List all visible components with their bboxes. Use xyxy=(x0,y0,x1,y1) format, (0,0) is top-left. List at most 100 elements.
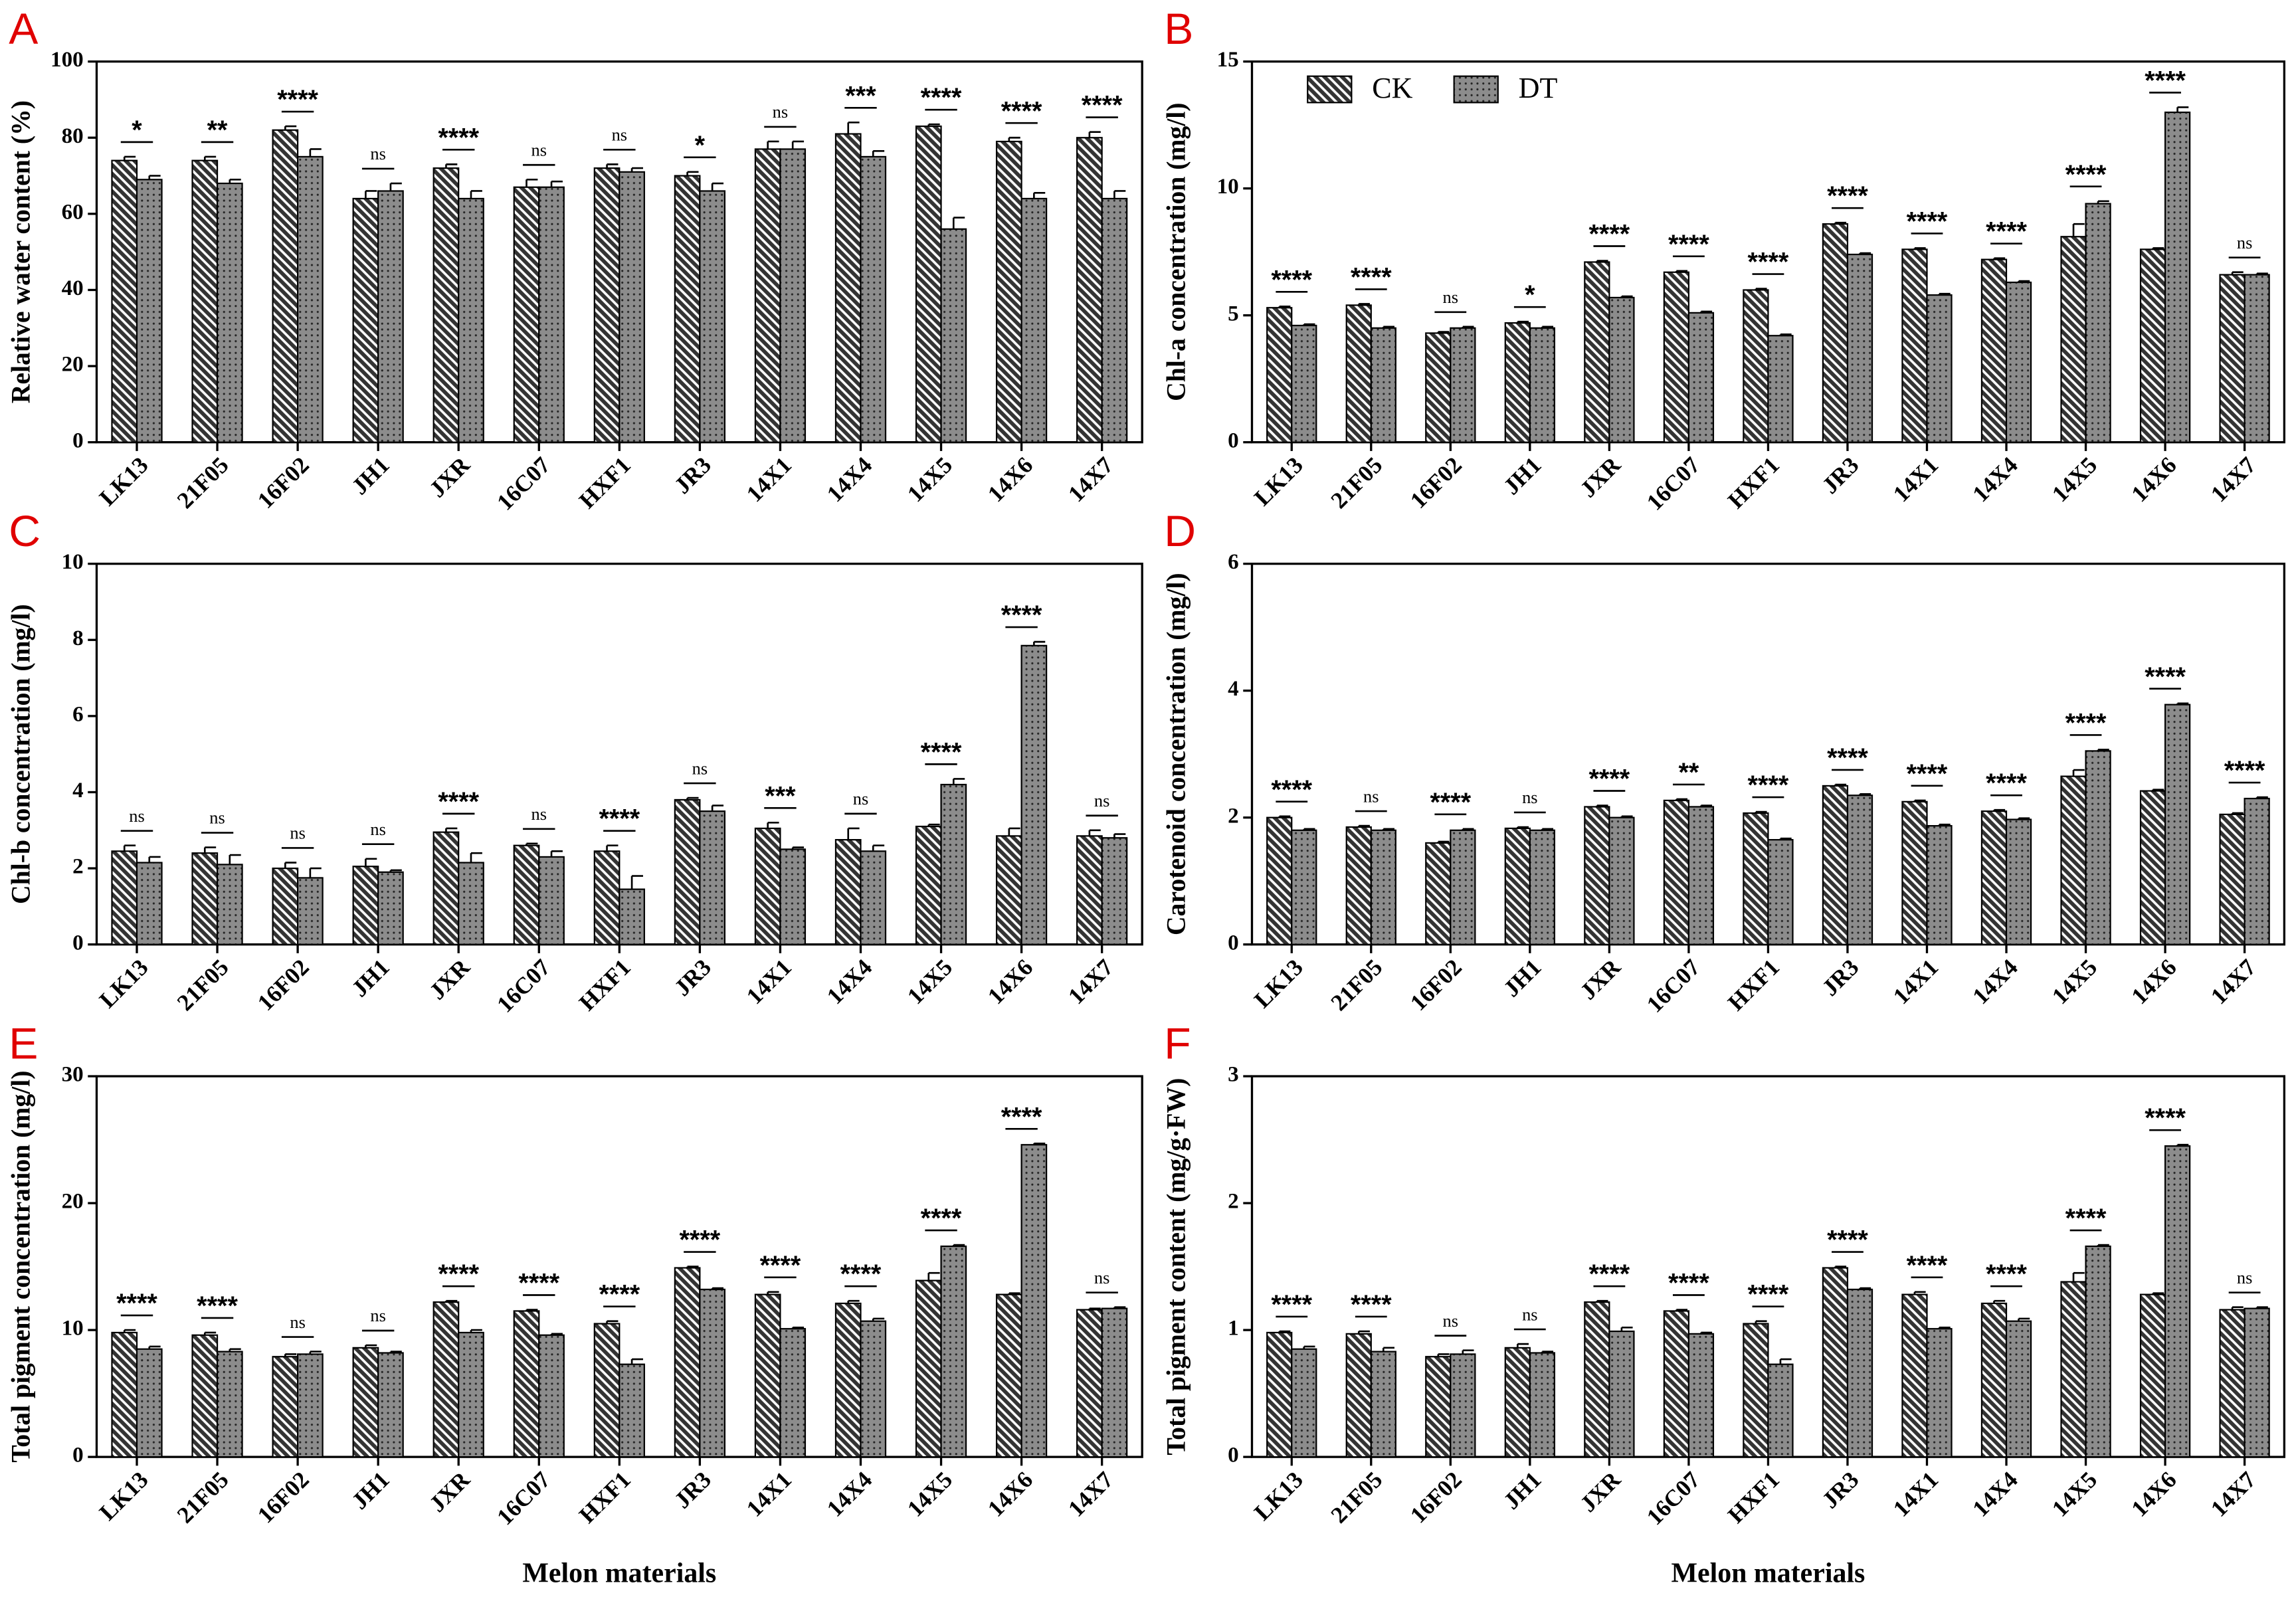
bar xyxy=(1846,795,1873,945)
bar xyxy=(1266,307,1293,443)
error-bar xyxy=(203,155,217,161)
x-tick-label: LK13 xyxy=(94,452,153,511)
error-bar xyxy=(1357,824,1370,828)
y-tick-label: 0 xyxy=(1228,931,1239,955)
bar xyxy=(1822,1267,1849,1458)
bar xyxy=(1767,839,1794,945)
bar xyxy=(352,197,379,443)
error-bar xyxy=(365,858,377,867)
x-tick-label: 14X5 xyxy=(2047,954,2102,1009)
bar xyxy=(216,182,243,443)
bar xyxy=(674,799,701,945)
bar xyxy=(1926,1328,1953,1458)
bar xyxy=(834,133,862,443)
bar xyxy=(940,1245,967,1458)
significance-label: ns xyxy=(290,823,306,843)
error-bar xyxy=(2176,1143,2189,1147)
bar xyxy=(1020,197,1048,443)
x-tick-label: 16C07 xyxy=(1642,954,1705,1017)
error-bar xyxy=(606,844,619,852)
significance-label: **** xyxy=(1001,1102,1042,1131)
error-bar xyxy=(686,797,699,800)
y-axis-title: Relative water content (%) xyxy=(6,100,35,403)
bar xyxy=(272,129,299,443)
error-bar xyxy=(791,1326,805,1329)
significance-label: ns xyxy=(692,758,708,778)
x-tick-label: JXR xyxy=(425,1466,475,1517)
bar xyxy=(2219,813,2246,945)
x-tick-label: 16C07 xyxy=(1642,452,1705,515)
bar xyxy=(593,167,621,443)
error-bar xyxy=(526,178,538,187)
bar xyxy=(1687,1333,1715,1458)
bar xyxy=(1020,1144,1048,1458)
bar xyxy=(2244,274,2270,443)
bar xyxy=(619,1363,645,1458)
bar xyxy=(1345,826,1372,945)
legend-label: DT xyxy=(1519,72,1558,104)
legend-swatch xyxy=(1307,75,1353,104)
error-bar xyxy=(1913,1291,1926,1295)
bar xyxy=(1926,824,1953,945)
bar xyxy=(377,1352,404,1458)
error-bar xyxy=(1113,190,1126,199)
error-bar xyxy=(123,1329,136,1333)
error-bar xyxy=(927,823,940,827)
error-bar xyxy=(1859,252,1871,254)
error-bar xyxy=(927,123,940,127)
bar xyxy=(352,1347,379,1458)
bar xyxy=(297,1353,324,1458)
y-tick-label: 40 xyxy=(62,276,84,300)
error-bar xyxy=(1437,840,1450,843)
error-bar xyxy=(1437,331,1450,333)
bar xyxy=(1450,1353,1476,1458)
bar xyxy=(860,1320,887,1458)
bar xyxy=(619,888,645,945)
x-tick-label: JR3 xyxy=(1817,452,1864,499)
significance-label: **** xyxy=(1748,248,1789,277)
error-bar xyxy=(630,1358,643,1364)
bar xyxy=(779,848,807,945)
error-bar xyxy=(2097,200,2109,204)
x-tick-label: 16F02 xyxy=(252,1467,314,1529)
bar xyxy=(995,835,1022,945)
error-bar xyxy=(123,155,136,161)
legend-swatch xyxy=(1453,75,1499,104)
x-tick-label: 21F05 xyxy=(1326,954,1388,1016)
error-bar xyxy=(686,1266,699,1268)
error-bar xyxy=(1620,815,1633,818)
significance-label: **** xyxy=(2145,1103,2186,1133)
significance-label: **** xyxy=(2065,1204,2107,1233)
error-bar xyxy=(2097,749,2109,751)
error-bar xyxy=(1303,828,1315,830)
y-tick-label: 2 xyxy=(1228,1190,1239,1214)
error-bar xyxy=(872,1317,885,1321)
x-tick-label: 14X7 xyxy=(1063,1467,1118,1522)
x-tick-label: 21F05 xyxy=(172,452,234,514)
error-bar xyxy=(2231,812,2244,814)
y-tick-label: 10 xyxy=(1217,175,1239,199)
significance-label: ** xyxy=(1678,758,1699,787)
error-bar xyxy=(1596,1299,1608,1303)
significance-label: **** xyxy=(2065,160,2107,189)
bar xyxy=(1450,327,1476,443)
bar xyxy=(1529,829,1555,945)
significance-label: ns xyxy=(370,819,386,839)
bar xyxy=(297,155,324,443)
significance-label: **** xyxy=(921,1204,962,1233)
bar xyxy=(2139,790,2166,945)
bar xyxy=(1504,1347,1531,1458)
error-bar xyxy=(1437,1353,1450,1357)
bar xyxy=(1504,827,1531,945)
error-bar xyxy=(309,1351,322,1355)
error-bar xyxy=(1303,323,1315,326)
error-bar xyxy=(203,846,217,854)
bar xyxy=(834,1302,862,1458)
x-tick-label: HXF1 xyxy=(574,452,636,514)
error-bar xyxy=(1357,303,1370,306)
bar xyxy=(2139,248,2166,443)
panel-letter: D xyxy=(1164,507,1196,556)
error-bar xyxy=(2231,271,2244,275)
significance-label: *** xyxy=(765,781,796,810)
bar xyxy=(1663,799,1690,945)
